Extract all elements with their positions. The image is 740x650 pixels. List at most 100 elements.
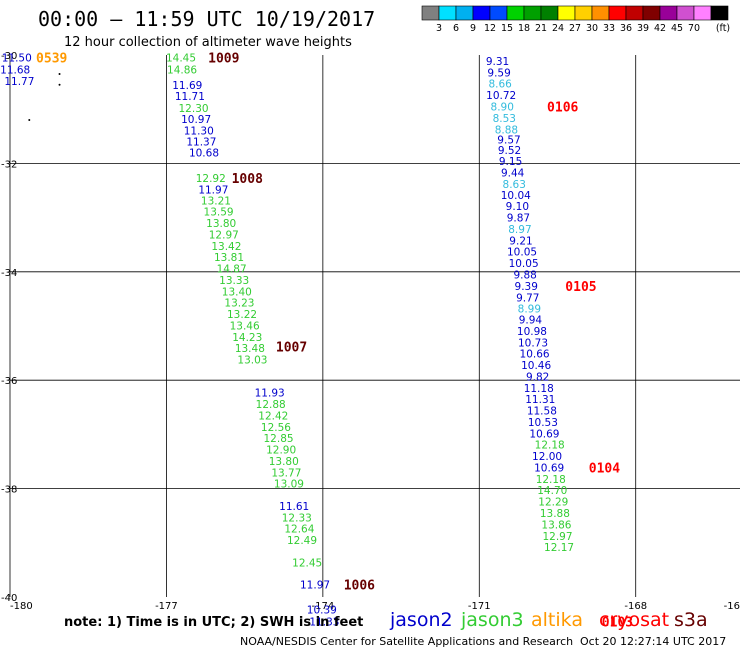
colorbar-swatch xyxy=(710,5,729,21)
colorbar-label: 36 xyxy=(620,23,632,34)
legend-s3a: s3a xyxy=(674,609,708,631)
wave-height-value: 11.97 xyxy=(198,184,228,196)
x-tick-label: -16 xyxy=(724,601,740,612)
timestamp-text: Oct 20 12:27:14 UTC 2017 xyxy=(580,635,726,648)
wave-height-value: 10.97 xyxy=(181,114,211,126)
wave-height-value: 13.59 xyxy=(204,207,234,219)
colorbar-swatch xyxy=(438,5,457,21)
wave-height-value: 11.97 xyxy=(300,580,330,592)
wave-height-value: 13.86 xyxy=(541,519,571,531)
wave-height-value: 10.05 xyxy=(507,247,537,259)
colorbar-swatch xyxy=(625,5,644,21)
wave-height-value: 13.77 xyxy=(271,467,301,479)
colorbar-label: 33 xyxy=(603,23,615,34)
colorbar-label: 15 xyxy=(501,23,513,34)
colorbar: 3 6 9 12 15 18 21 24 27 30 33 36 39 42 45 70 (ft) xyxy=(421,5,730,34)
y-tick-label: -32 xyxy=(1,159,17,170)
wave-height-value: 11.69 xyxy=(172,80,202,92)
wave-height-value: 12.33 xyxy=(282,512,312,524)
wave-height-value: 13.23 xyxy=(224,298,254,310)
wave-height-value: 12.97 xyxy=(542,531,572,543)
wave-height-value: 13.21 xyxy=(201,195,231,207)
pass-time-label: 0539 xyxy=(36,52,67,67)
colorbar-label: 24 xyxy=(552,23,564,34)
colorbar-swatch xyxy=(574,5,593,21)
x-tick-label: -180 xyxy=(10,601,33,612)
wave-height-value: 12.29 xyxy=(538,497,568,509)
wave-height-value: 9.44 xyxy=(501,168,525,180)
wave-height-value: 13.40 xyxy=(222,286,252,298)
wave-height-value: 13.80 xyxy=(206,218,236,230)
colorbar-label: 18 xyxy=(518,23,530,34)
colorbar-label: 21 xyxy=(535,23,547,34)
pass-time-label: 1007 xyxy=(276,341,307,356)
axis-ticks: -180 -177 -174 -171 -168 -16 -30 -32 -34 -36 -38 -4… xyxy=(1,51,740,612)
wave-height-value: 9.77 xyxy=(516,292,539,304)
wave-height-value: 14.45 xyxy=(166,53,196,65)
colorbar-swatch xyxy=(676,5,695,21)
wave-height-value: 10.69 xyxy=(529,428,559,440)
legend-cryosat: cryosat xyxy=(599,609,669,631)
wave-height-value: 8.90 xyxy=(491,101,514,113)
colorbar-label: 70 xyxy=(688,23,700,34)
wave-height-value: 10.04 xyxy=(501,190,531,202)
pass-time-label: 0105 xyxy=(565,280,596,295)
x-tick-label: -171 xyxy=(468,601,491,612)
wave-height-value: 12.64 xyxy=(284,524,314,536)
wave-height-value: 11.31 xyxy=(525,394,555,406)
x-tick-label: -168 xyxy=(624,601,647,612)
wave-height-value: 12.45 xyxy=(292,557,322,569)
track-dot xyxy=(58,72,61,75)
pass-time-label: 1009 xyxy=(208,52,239,67)
pass-time-labels: 0539 1009 1008 1007 1006 0106 0105 0104 0103 xyxy=(36,52,633,631)
y-tick-label: -30 xyxy=(1,51,17,62)
satellite-legend: jason2 jason3 altika cryosat s3a xyxy=(389,609,708,631)
legend-jason3: jason3 xyxy=(460,609,524,631)
wave-height-value: 10.73 xyxy=(518,337,548,349)
wave-height-value: 10.69 xyxy=(534,462,564,474)
pass-time-label: 1008 xyxy=(232,172,263,187)
colorbar-label: 39 xyxy=(637,23,649,34)
wave-height-value: 11.71 xyxy=(175,91,205,103)
wave-height-value: 9.57 xyxy=(497,135,520,147)
wave-height-value: 8.99 xyxy=(518,304,541,316)
colorbar-swatch xyxy=(591,5,610,21)
wave-height-value: 13.03 xyxy=(237,355,267,367)
wave-height-value: 12.49 xyxy=(287,535,317,547)
wave-height-value: 11.68 xyxy=(0,65,30,77)
track-dot xyxy=(58,83,61,86)
chart-title: 00:00 – 11:59 UTC 10/19/2017 xyxy=(38,7,375,31)
wave-height-value: 11.37 xyxy=(186,137,216,149)
wave-height-value: 14.70 xyxy=(537,485,567,497)
legend-altika: altika xyxy=(531,609,583,631)
wave-height-value: 9.88 xyxy=(513,270,536,282)
colorbar-swatch xyxy=(506,5,525,21)
wave-height-value: 12.00 xyxy=(532,451,562,463)
wave-height-value: 10.72 xyxy=(486,90,516,102)
colorbar-unit: (ft) xyxy=(716,23,730,34)
wave-height-value: 10.68 xyxy=(189,148,219,160)
colorbar-label: 45 xyxy=(671,23,683,34)
pass-time-label: 0104 xyxy=(589,461,620,476)
x-tick-label: -177 xyxy=(155,601,178,612)
y-tick-label: -34 xyxy=(1,268,17,279)
chart-note: note: 1) Time is in UTC; 2) SWH is in fe… xyxy=(64,615,363,630)
wave-height-value: 10.46 xyxy=(521,360,551,372)
wave-height-value: 11.77 xyxy=(4,76,34,88)
track-dot xyxy=(28,119,31,122)
y-tick-label: -40 xyxy=(1,593,17,604)
wave-height-value: 14.86 xyxy=(167,65,197,77)
wave-height-value: 12.92 xyxy=(196,173,226,185)
wave-height-value: 10.66 xyxy=(520,349,550,361)
plot-grid xyxy=(9,55,740,597)
wave-height-value: 8.88 xyxy=(495,124,518,136)
wave-height-value: 9.59 xyxy=(487,67,510,79)
wave-height-value: 9.10 xyxy=(506,201,529,213)
wave-height-value: 9.15 xyxy=(499,156,522,168)
y-tick-label: -36 xyxy=(1,376,17,387)
colorbar-label: 6 xyxy=(453,23,459,34)
wave-height-value: 12.18 xyxy=(536,474,566,486)
wave-height-value: 12.97 xyxy=(209,229,239,241)
